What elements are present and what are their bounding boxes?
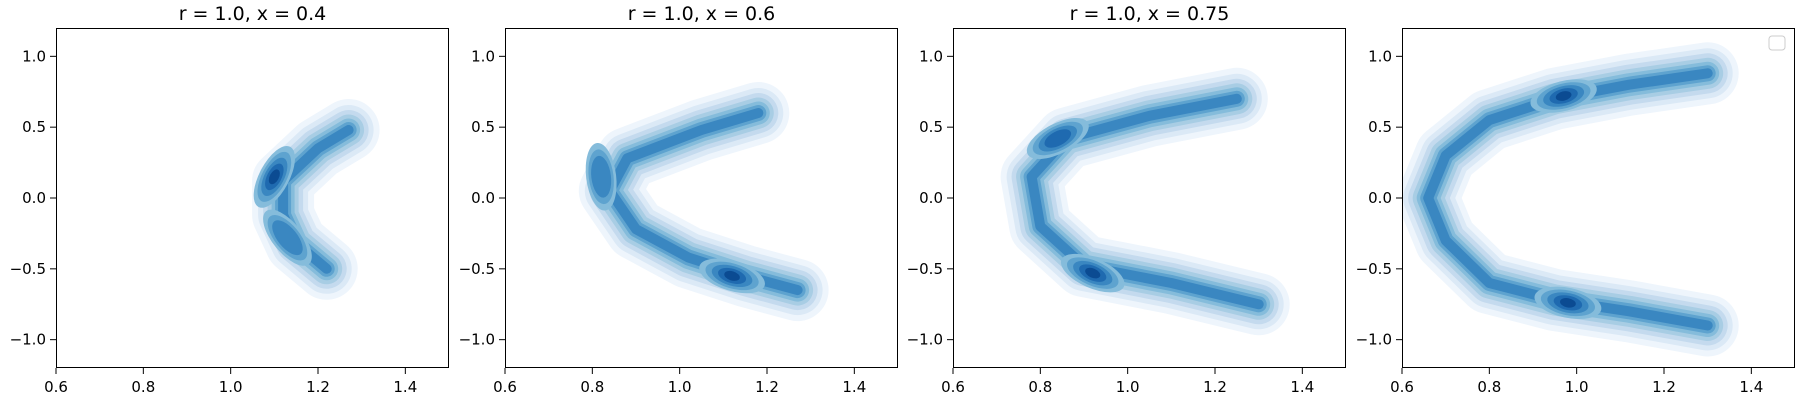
subplot-title: r = 1.0, x = 0.4 <box>179 3 327 25</box>
x-tick-label: 0.8 <box>1477 378 1501 396</box>
density-contours <box>1402 42 1739 357</box>
density-peak-2-level-4 <box>1044 129 1072 148</box>
density-peak-2-level-3 <box>272 220 303 256</box>
y-tick-label: −1.0 <box>10 331 46 349</box>
y-tick-label: −0.5 <box>459 260 495 278</box>
density-contours <box>1000 67 1290 336</box>
y-tick-label: −0.5 <box>907 260 943 278</box>
x-tick-label: 0.8 <box>1028 378 1052 396</box>
y-tick-label: 1.0 <box>1368 47 1392 65</box>
subplot-4: 0.6 0.8 1.0 1.2 1.4 1.0 0.5 0.0 −0.5 −1.0 <box>1356 28 1795 396</box>
subplot-1: 0.6 0.8 1.0 1.2 1.4 1.0 0.5 0.0 −0.5 −1.0 r = 1.0,… <box>10 3 449 396</box>
y-tick-label: 0.0 <box>1368 189 1392 207</box>
density-peak-2-level-3 <box>591 155 612 198</box>
y-tick-label: 1.0 <box>919 47 943 65</box>
x-tick-label: 1.4 <box>1290 378 1314 396</box>
x-tick-label: 0.8 <box>131 378 155 396</box>
legend-box <box>1768 35 1786 51</box>
x-tick-label: 1.2 <box>306 378 330 396</box>
density-peak-1-level-5 <box>1555 91 1572 101</box>
density-contours <box>578 82 829 322</box>
axes-frame <box>1402 28 1795 368</box>
density-peak-2-level-5 <box>1560 298 1576 308</box>
x-tick-label: 1.2 <box>755 378 779 396</box>
y-tick-label: −1.0 <box>459 331 495 349</box>
x-tick-label: 1.2 <box>1203 378 1227 396</box>
subplot-title: r = 1.0, x = 0.6 <box>628 3 776 25</box>
x-tick-label: 1.0 <box>1116 378 1140 396</box>
density-peak-1-level-5 <box>724 270 740 281</box>
y-tick-label: 0.5 <box>22 118 46 136</box>
x-tick-label: 1.4 <box>1739 378 1763 396</box>
subplot-2: 0.6 0.8 1.0 1.2 1.4 1.0 0.5 0.0 −0.5 −1.0 r = 1.0,… <box>459 3 898 396</box>
y-tick-label: 0.0 <box>919 189 943 207</box>
subplot-title: r = 1.0, x = 0.75 <box>1070 3 1230 25</box>
y-tick-label: 0.0 <box>22 189 46 207</box>
y-tick-label: 0.5 <box>1368 118 1392 136</box>
y-tick-label: 1.0 <box>22 47 46 65</box>
y-tick-label: 0.5 <box>919 118 943 136</box>
x-tick-label: 0.6 <box>44 378 68 396</box>
y-tick-label: −1.0 <box>907 331 943 349</box>
x-tick-label: 1.4 <box>842 378 866 396</box>
y-tick-label: 0.5 <box>471 118 495 136</box>
axes-frame <box>953 28 1346 368</box>
y-tick-label: −0.5 <box>10 260 46 278</box>
y-tick-label: 1.0 <box>471 47 495 65</box>
axes-frame <box>505 28 898 368</box>
x-tick-label: 1.0 <box>219 378 243 396</box>
x-tick-label: 0.8 <box>580 378 604 396</box>
y-tick-label: −1.0 <box>1356 331 1392 349</box>
density-contours <box>252 99 380 300</box>
x-tick-label: 0.6 <box>493 378 517 396</box>
x-tick-label: 1.4 <box>393 378 417 396</box>
x-tick-label: 1.2 <box>1652 378 1676 396</box>
contour-band-7 <box>1026 93 1264 310</box>
y-tick-label: 0.0 <box>471 189 495 207</box>
density-peak-1-level-5 <box>1085 267 1101 279</box>
x-tick-label: 0.6 <box>1390 378 1414 396</box>
subplot-3: 0.6 0.8 1.0 1.2 1.4 1.0 0.5 0.0 −0.5 −1.0 r = 1.0,… <box>907 3 1346 396</box>
x-tick-label: 0.6 <box>941 378 965 396</box>
y-tick-label: −0.5 <box>1356 260 1392 278</box>
axes-frame <box>56 28 449 368</box>
density-peak-1-level-5 <box>268 169 280 185</box>
x-tick-label: 1.0 <box>1565 378 1589 396</box>
x-tick-label: 1.0 <box>668 378 692 396</box>
